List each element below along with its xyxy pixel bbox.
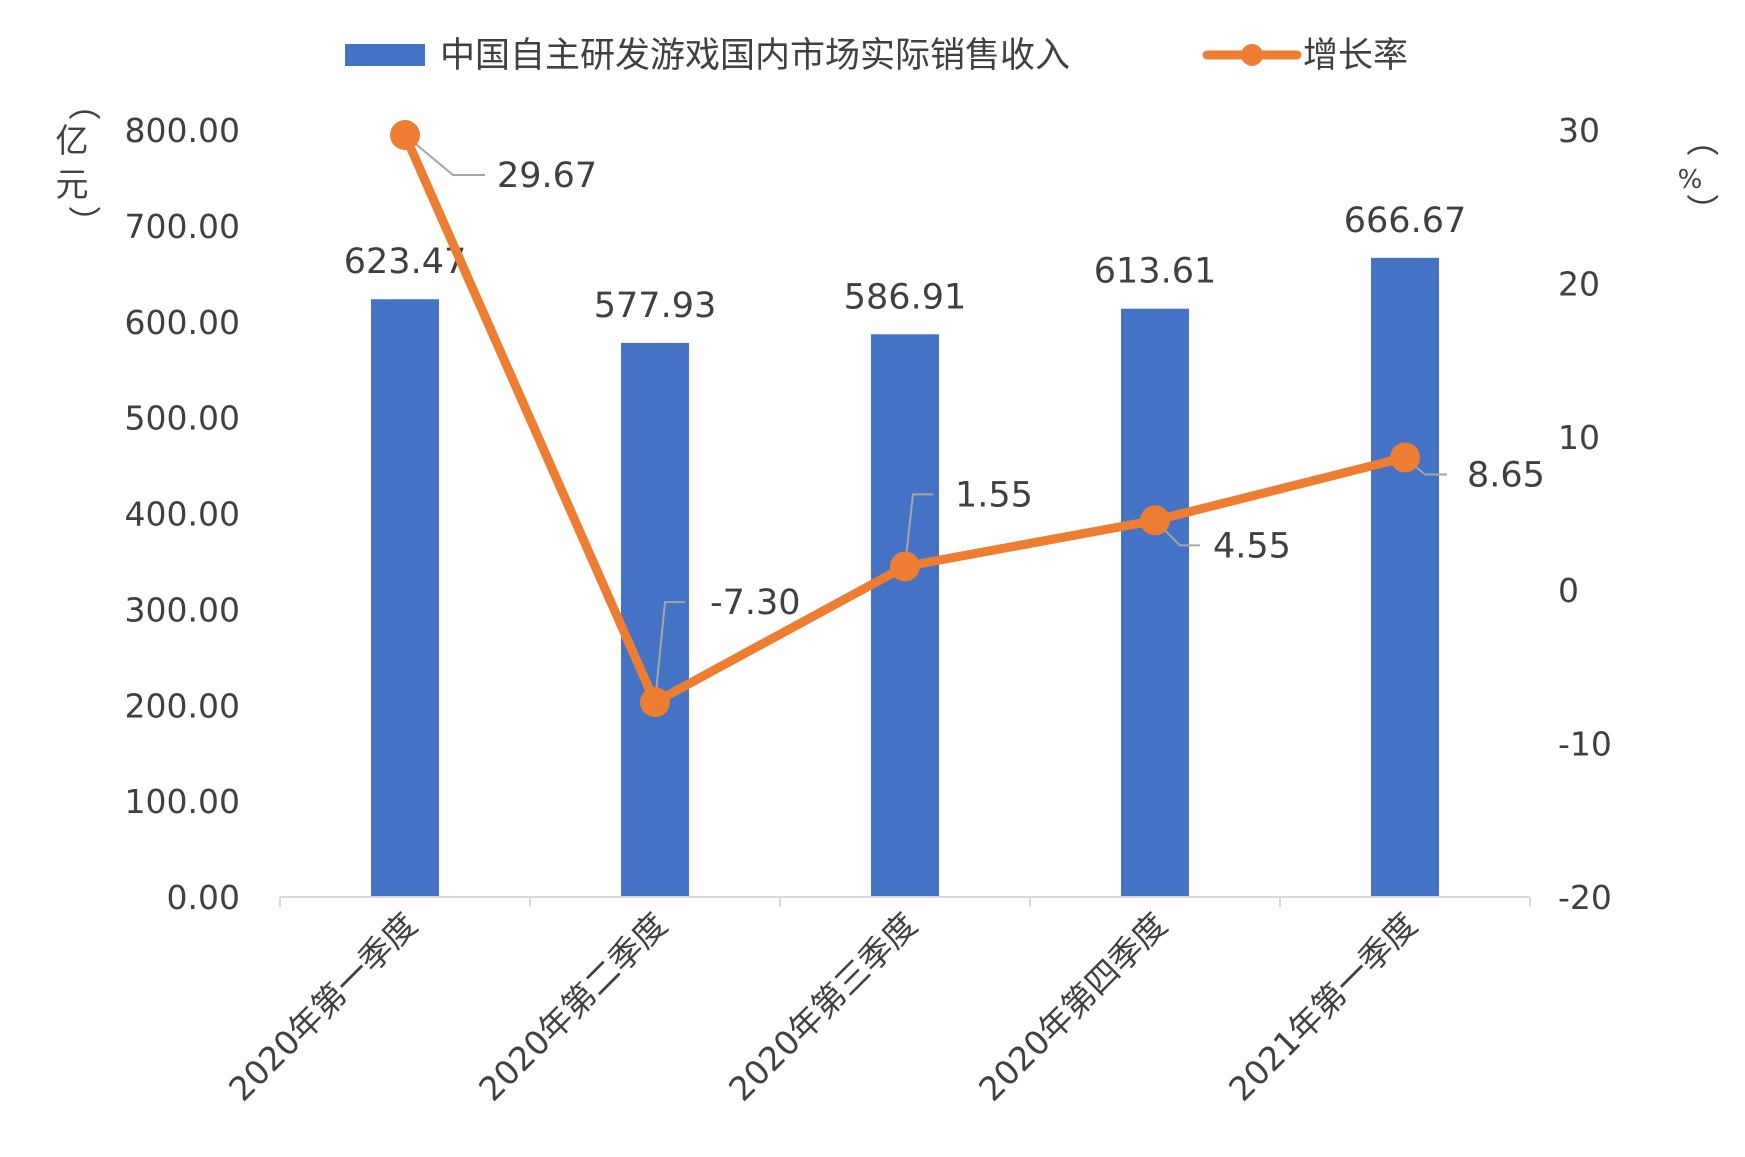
category-label: 2021年第一季度 xyxy=(1221,905,1425,1109)
leader-line xyxy=(404,134,485,177)
leader-line xyxy=(654,601,685,703)
growth-point xyxy=(640,687,670,718)
bar-value-label: 577.93 xyxy=(594,286,716,326)
left-axis-unit: （ 亿 元 ） xyxy=(56,88,104,239)
left-axis-ticks: 0.00 100.00 200.00 300.00 400.00 500.00 600.00… xyxy=(125,111,240,917)
left-unit-paren-open: （ xyxy=(64,88,103,121)
growth-point xyxy=(1390,442,1420,473)
growth-value-label: -7.30 xyxy=(710,583,801,623)
leader-line xyxy=(904,493,933,567)
bar xyxy=(1371,257,1439,897)
bar-series xyxy=(371,257,1439,897)
growth-value-label: 4.55 xyxy=(1213,526,1291,566)
legend-bar-label: 中国自主研发游戏国内市场实际销售收入 xyxy=(440,36,1070,76)
left-tick-label: 500.00 xyxy=(125,399,240,438)
left-tick-label: 200.00 xyxy=(125,686,240,725)
bar-value-label: 666.67 xyxy=(1344,201,1466,241)
bar-value-label: 623.47 xyxy=(344,242,466,282)
right-tick-label: 30 xyxy=(1558,111,1600,150)
bar xyxy=(1121,308,1189,897)
right-axis-unit: （ % ） xyxy=(1678,124,1721,227)
left-tick-label: 600.00 xyxy=(125,303,240,342)
left-unit-char-2: 元 xyxy=(56,165,89,204)
left-unit-paren-close: ） xyxy=(64,206,103,239)
right-tick-label: 20 xyxy=(1558,264,1600,303)
legend-line-label: 增长率 xyxy=(1303,36,1408,76)
line-series xyxy=(390,120,1420,718)
legend: 中国自主研发游戏国内市场实际销售收入 增长率 xyxy=(345,36,1408,76)
growth-point xyxy=(890,551,920,582)
category-label: 2020年第三季度 xyxy=(721,905,925,1109)
left-tick-label: 300.00 xyxy=(125,590,240,629)
right-axis-ticks: -20 -10 0 10 20 30 xyxy=(1558,111,1612,917)
left-tick-label: 800.00 xyxy=(125,111,240,150)
growth-point xyxy=(1140,505,1170,536)
bar-value-label: 613.61 xyxy=(1094,252,1216,292)
bar xyxy=(871,334,939,897)
right-tick-label: -20 xyxy=(1558,878,1612,917)
right-unit-char-1: % xyxy=(1678,165,1703,195)
right-tick-label: -10 xyxy=(1558,725,1612,764)
right-unit-paren-close: ） xyxy=(1682,194,1721,227)
legend-bar-swatch xyxy=(345,44,425,66)
right-unit-paren-open: （ xyxy=(1682,124,1721,157)
category-labels: 2020年第一季度 2020年第二季度 2020年第三季度 2020年第四季度 2021… xyxy=(221,905,1425,1109)
category-label: 2020年第二季度 xyxy=(471,905,675,1109)
left-tick-label: 0.00 xyxy=(167,878,240,917)
left-tick-label: 100.00 xyxy=(125,782,240,821)
left-tick-label: 700.00 xyxy=(125,207,240,246)
growth-value-label: 29.67 xyxy=(497,156,597,196)
growth-point xyxy=(390,120,420,151)
bar-value-label: 586.91 xyxy=(844,277,966,317)
bar xyxy=(371,299,439,897)
growth-value-label: 8.65 xyxy=(1467,456,1545,496)
line-data-labels: 29.67 -7.30 1.55 4.55 8.65 xyxy=(497,156,1545,623)
left-tick-label: 400.00 xyxy=(125,495,240,534)
right-tick-label: 0 xyxy=(1558,571,1579,610)
bar xyxy=(621,342,689,897)
bar-data-labels: 623.47 577.93 586.91 613.61 666.67 xyxy=(344,201,1466,326)
growth-value-label: 1.55 xyxy=(955,475,1033,515)
category-label: 2020年第四季度 xyxy=(971,905,1175,1109)
right-tick-label: 10 xyxy=(1558,418,1600,457)
category-label: 2020年第一季度 xyxy=(221,905,425,1109)
x-axis xyxy=(279,896,1531,907)
legend-line-marker xyxy=(1241,44,1263,66)
left-unit-char-1: 亿 xyxy=(56,121,89,160)
